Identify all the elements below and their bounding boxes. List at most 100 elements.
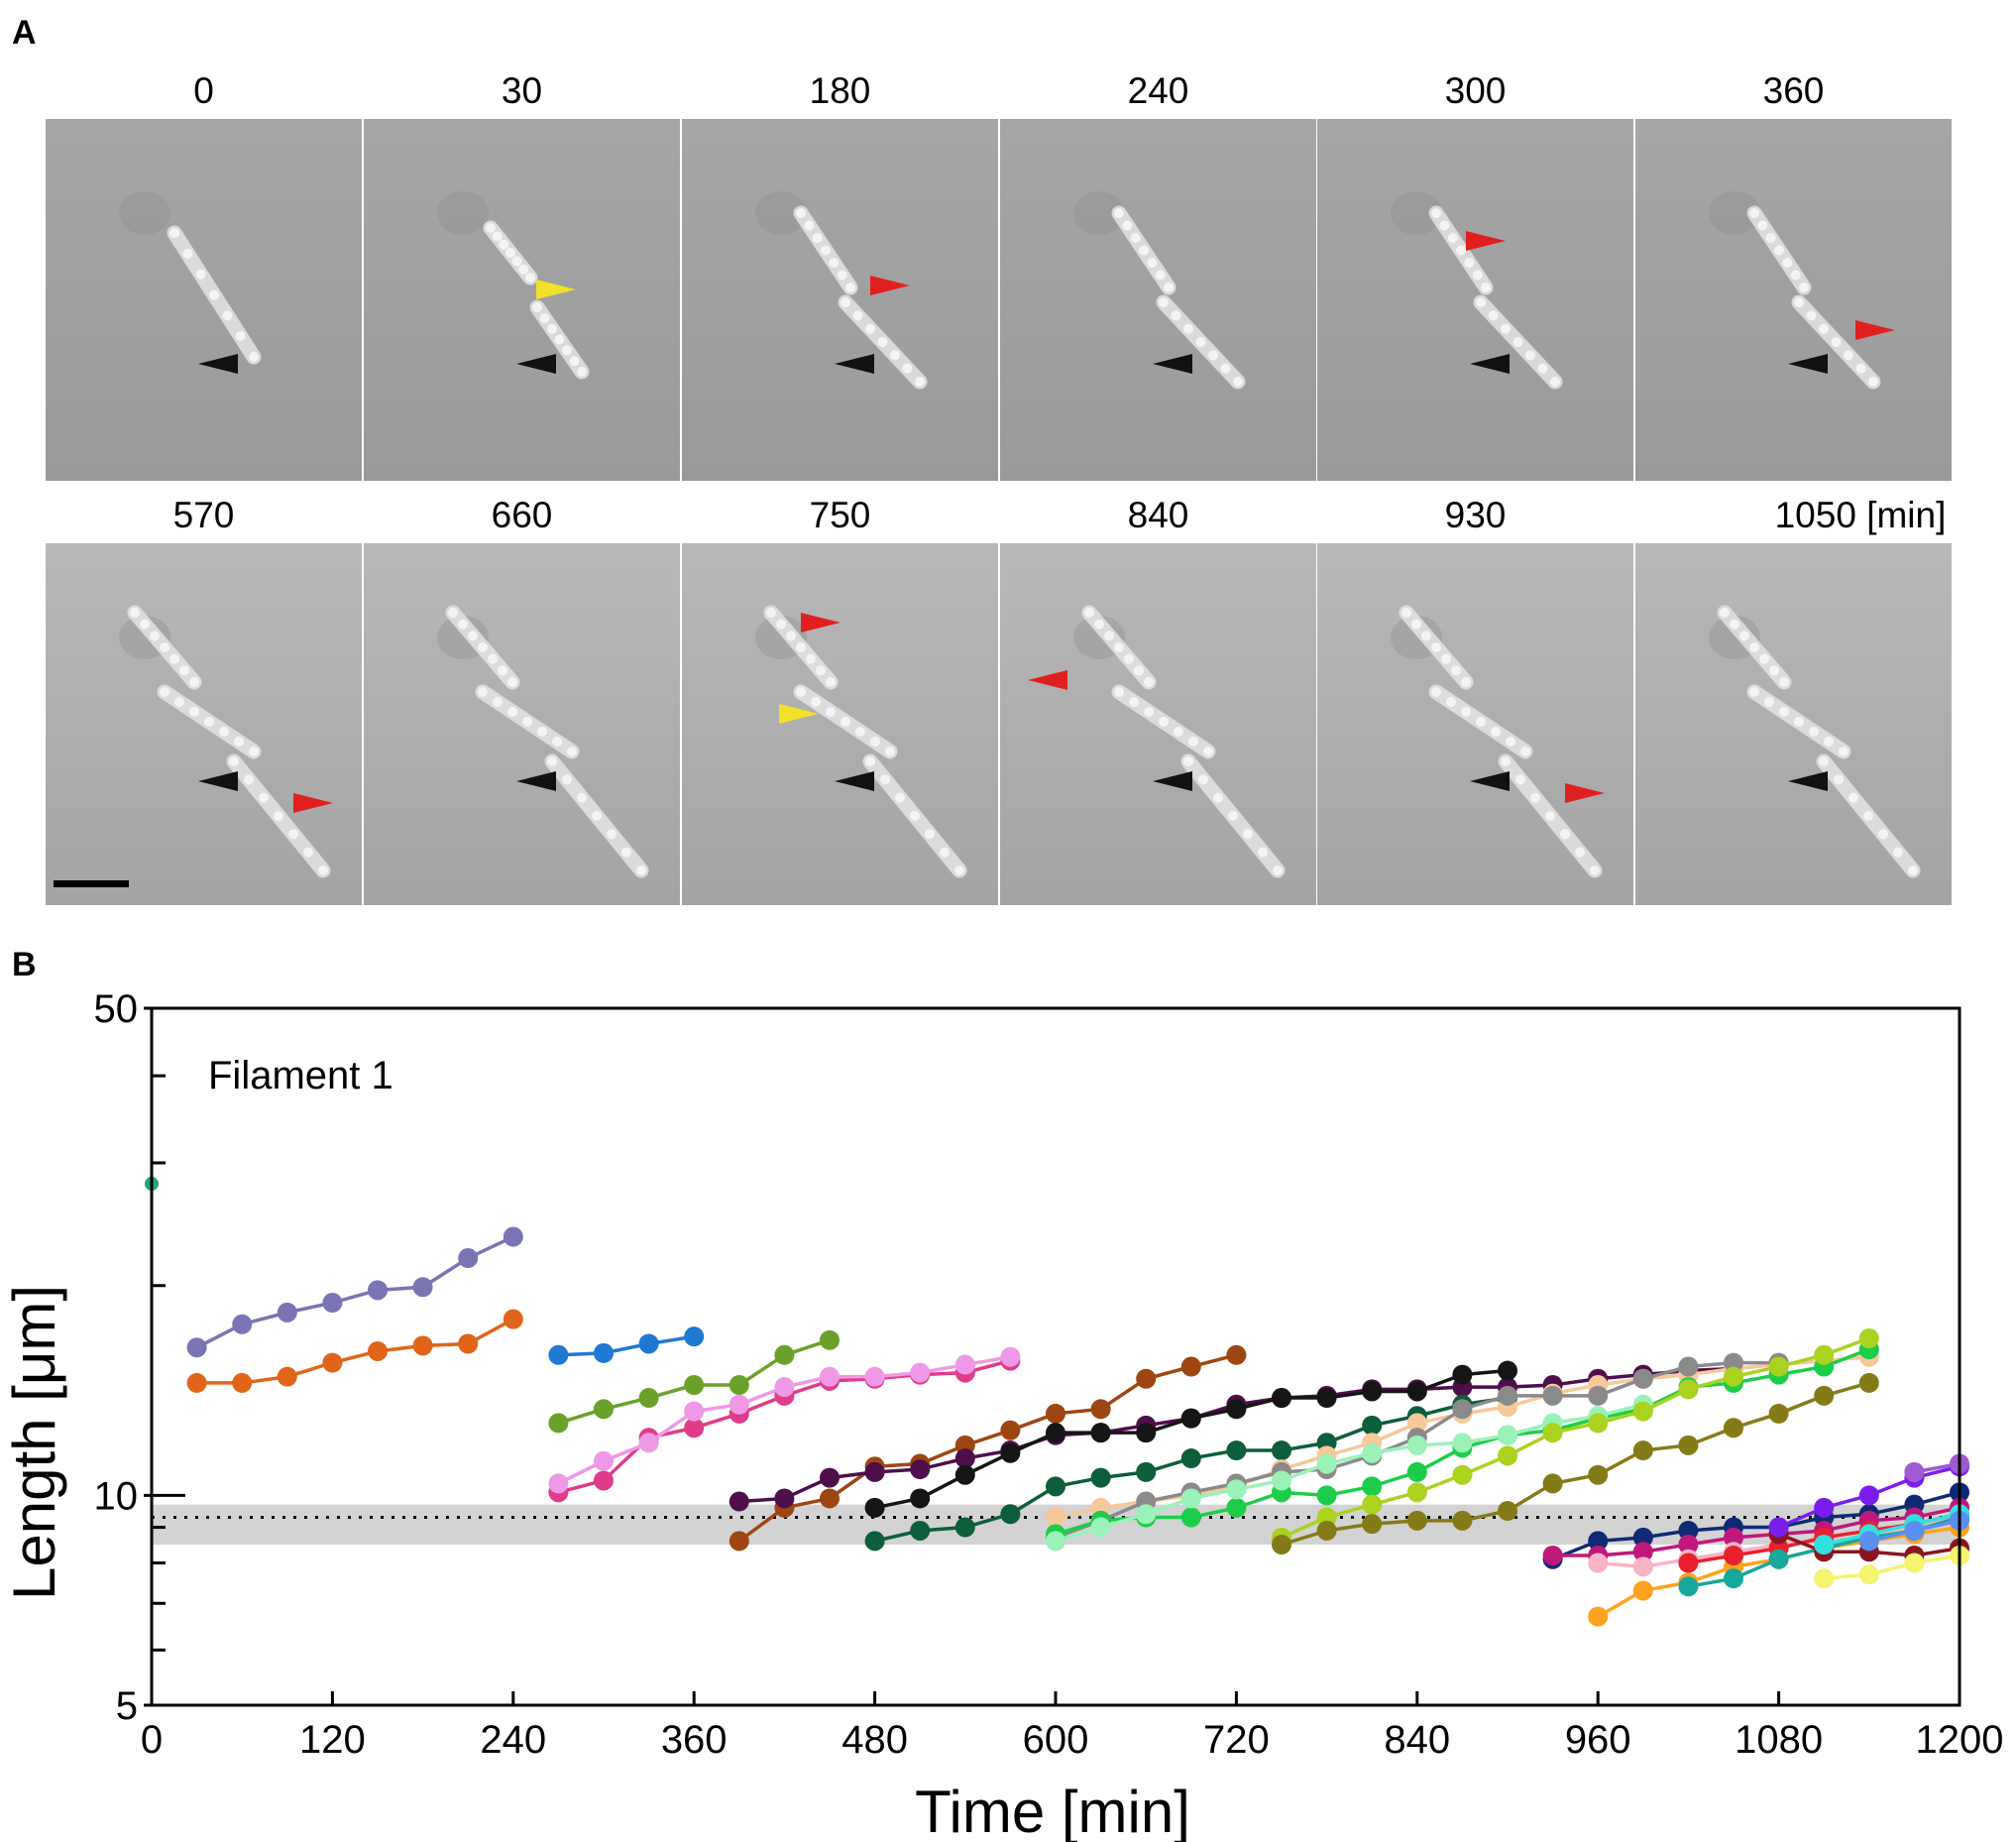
cell-spot	[816, 665, 826, 676]
cell-spot	[1749, 208, 1759, 218]
cell-spot	[1824, 737, 1834, 747]
cell-spot	[1203, 747, 1213, 756]
cell-spot	[525, 273, 535, 283]
data-point	[1588, 1413, 1609, 1434]
scale-bar	[54, 880, 129, 887]
data-point	[954, 1354, 975, 1375]
series-s25	[1814, 1545, 1969, 1589]
x-tick-label: 0	[141, 1718, 163, 1762]
data-point	[638, 1433, 659, 1453]
cell-spot	[1084, 608, 1094, 618]
data-point	[186, 1337, 207, 1358]
data-point	[1814, 1344, 1835, 1365]
data-point	[368, 1340, 388, 1361]
cell-spot	[488, 653, 498, 664]
data-point	[1316, 1520, 1337, 1541]
data-point	[864, 1497, 885, 1518]
cell-spot	[1411, 619, 1421, 630]
cell-spot	[1844, 350, 1853, 361]
data-point	[1406, 1381, 1427, 1402]
data-point	[322, 1352, 343, 1373]
cell-spot	[766, 608, 776, 618]
cell-spot	[1233, 377, 1243, 387]
cell-spot	[195, 269, 206, 280]
cell-spot	[1258, 847, 1268, 858]
data-point	[594, 1450, 614, 1471]
cell-spot	[1441, 653, 1451, 664]
series-s2	[186, 1309, 523, 1393]
cell-spot	[1174, 727, 1183, 737]
cell-spot	[288, 829, 298, 840]
data-point	[458, 1248, 479, 1269]
cell-spot	[865, 756, 875, 766]
cell-spot	[1878, 829, 1888, 840]
x-tick-label: 1200	[1916, 1718, 2004, 1762]
cell-spot	[925, 829, 935, 840]
cell-spot	[1129, 697, 1139, 707]
data-point	[728, 1375, 749, 1396]
cell-spot	[845, 283, 855, 292]
filament-annotation: Filament 1	[208, 1054, 393, 1097]
data-point	[1180, 1507, 1201, 1528]
cell-spot	[562, 774, 572, 785]
cell-spot	[1456, 245, 1466, 256]
data-point	[1678, 1356, 1699, 1377]
data-point	[728, 1531, 749, 1552]
data-point	[864, 1531, 885, 1552]
cell-spot	[1114, 642, 1124, 652]
cell-spot	[547, 756, 557, 766]
data-point	[1226, 1497, 1247, 1518]
data-point	[638, 1388, 659, 1409]
data-point	[1632, 1542, 1653, 1562]
cell-spot	[1512, 337, 1523, 347]
dark-spot	[755, 191, 807, 235]
cell-spot	[1472, 270, 1483, 281]
data-point	[1362, 1381, 1383, 1402]
x-tick-label: 120	[299, 1718, 366, 1762]
data-point	[1632, 1556, 1653, 1577]
cell-spot	[796, 642, 806, 652]
frame-time-label: 570	[173, 495, 235, 535]
series-line	[1552, 1506, 1960, 1557]
data-point	[820, 1366, 840, 1387]
data-point	[1452, 1433, 1473, 1453]
data-point	[1136, 1368, 1157, 1389]
cell-spot	[821, 245, 831, 256]
y-tick-label: 5	[116, 1684, 138, 1728]
cell-spot	[1401, 608, 1411, 618]
cell-spot	[1806, 310, 1817, 321]
cell-spot	[1893, 847, 1903, 858]
frames-grid: 0 30 180 240 300 360 570 660 750 840 930 1050 [min]	[46, 70, 1952, 905]
data-point	[186, 1372, 207, 1393]
cell-spot	[562, 345, 572, 356]
cell-spot	[130, 608, 140, 618]
frame-time-label: 180	[810, 70, 871, 111]
series-s16	[1272, 1372, 1879, 1554]
cell-spot	[1481, 283, 1491, 292]
series-s1	[186, 1226, 523, 1358]
series-line	[1824, 1554, 1960, 1580]
data-point	[1406, 1435, 1427, 1455]
cell-spot	[1447, 233, 1458, 243]
series-s27	[1858, 1510, 1969, 1552]
data-point	[954, 1448, 975, 1469]
cell-spot	[1159, 717, 1169, 727]
cell-spot	[169, 228, 179, 238]
cell-spot	[1243, 829, 1253, 840]
black-arrowhead	[516, 354, 556, 374]
data-point	[1000, 1442, 1021, 1463]
cell-spot	[140, 619, 150, 630]
cell-spot	[812, 233, 823, 243]
cell-spot	[567, 747, 577, 756]
microscopy-frame	[46, 119, 362, 481]
data-point	[910, 1520, 931, 1541]
data-point	[1498, 1360, 1517, 1381]
data-point	[1226, 1344, 1247, 1365]
data-point	[1136, 1423, 1157, 1443]
cell-spot	[1171, 310, 1181, 321]
cell-spot	[569, 356, 580, 367]
cell-spot	[1537, 363, 1548, 374]
cell-spot	[1749, 642, 1759, 652]
cell-spot	[486, 223, 496, 233]
